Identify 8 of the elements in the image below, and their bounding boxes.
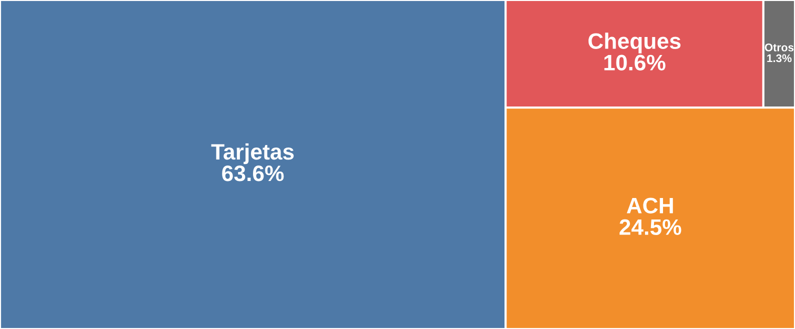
data-label: 10.6% — [604, 54, 666, 71]
category-label: Tarjetas — [211, 143, 294, 164]
data-label: 1.3% — [767, 54, 792, 62]
data-label: 63.6% — [222, 165, 284, 182]
category-label: Cheques — [588, 32, 681, 54]
data-label: 24.5% — [620, 219, 682, 236]
category-label: ACH — [626, 198, 673, 214]
category-label: Otros — [764, 44, 794, 52]
